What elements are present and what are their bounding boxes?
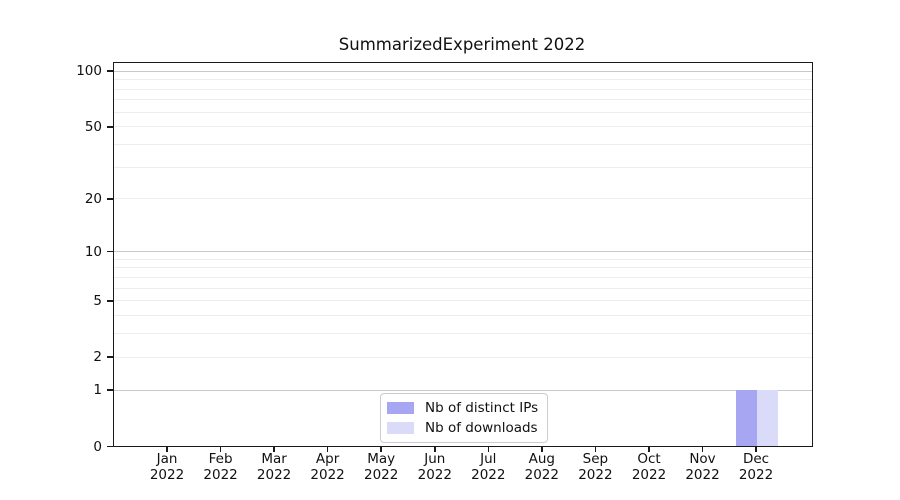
x-tick-year: 2022: [256, 466, 292, 483]
gridline-major: [114, 70, 812, 72]
gridline-minor: [114, 258, 812, 260]
x-tick-mark: [541, 446, 543, 452]
legend-label: Nb of downloads: [425, 420, 538, 436]
y-tick-label: 100: [76, 63, 102, 80]
x-tick-mark: [487, 446, 489, 452]
gridline-major: [114, 389, 812, 391]
x-tick-year: 2022: [417, 466, 452, 483]
x-tick-year: 2022: [738, 466, 774, 483]
y-tick-mark: [107, 70, 113, 72]
y-tick-label: 5: [93, 292, 102, 309]
x-tick-month: Mar: [261, 451, 287, 467]
bar-distinct-ips: [735, 389, 757, 446]
x-tick-mark: [701, 446, 704, 452]
y-tick-mark: [107, 389, 113, 391]
y-tick-label: 50: [84, 118, 102, 135]
y-tick-label: 10: [84, 243, 102, 260]
x-tick-month: Jun: [424, 451, 446, 467]
x-tick-label: Jan 2022: [135, 451, 199, 483]
gridline-minor: [114, 315, 812, 317]
x-tick-mark: [219, 446, 222, 452]
x-tick-year: 2022: [310, 466, 345, 483]
legend-row: Nb of distinct IPs: [387, 400, 538, 416]
gridline-minor: [114, 198, 812, 200]
gridline-minor: [114, 88, 812, 90]
x-tick-label: Apr 2022: [296, 451, 360, 483]
x-tick-month: Oct: [637, 451, 661, 467]
x-tick-year: 2022: [364, 466, 399, 483]
y-tick-mark: [107, 300, 113, 302]
gridline-minor: [114, 333, 812, 335]
x-tick-month: May: [367, 451, 396, 467]
x-tick-label: Jun 2022: [403, 451, 467, 483]
x-tick-label: May 2022: [349, 451, 413, 483]
chart-title: SummarizedExperiment 2022: [338, 35, 586, 54]
x-tick-mark: [755, 446, 757, 452]
x-tick-mark: [648, 446, 650, 452]
gridline-minor: [114, 111, 812, 113]
x-tick-month: Dec: [742, 451, 770, 467]
gridline-minor: [114, 267, 812, 269]
x-tick-month: Feb: [208, 451, 233, 467]
x-tick-month: Sep: [582, 451, 609, 467]
legend-label: Nb of distinct IPs: [425, 400, 539, 416]
bar-downloads: [757, 389, 779, 446]
gridline-minor: [114, 144, 812, 145]
x-tick-mark: [166, 446, 168, 452]
gridline-minor: [114, 79, 812, 81]
gridline-minor: [114, 126, 812, 128]
y-tick-mark: [107, 198, 113, 200]
x-tick-label: Oct 2022: [617, 451, 681, 483]
y-tick-mark: [107, 356, 113, 358]
x-tick-label: Aug 2022: [510, 451, 574, 483]
x-tick-mark: [594, 446, 597, 452]
legend-row: Nb of downloads: [387, 420, 538, 436]
x-tick-mark: [326, 446, 329, 452]
x-tick-month: Apr: [315, 451, 340, 467]
x-tick-label: Sep 2022: [563, 451, 627, 483]
x-tick-year: 2022: [631, 466, 667, 483]
y-tick-label: 1: [93, 382, 102, 399]
gridline-minor: [114, 166, 812, 168]
legend-swatch-icon: [387, 422, 414, 434]
gridline-minor: [114, 276, 812, 278]
gridline-major: [114, 251, 812, 252]
x-tick-year: 2022: [149, 466, 185, 483]
x-tick-mark: [380, 446, 382, 452]
x-tick-label: Jul 2022: [456, 451, 520, 483]
x-tick-year: 2022: [685, 466, 720, 483]
x-tick-year: 2022: [524, 466, 559, 483]
gridline-minor: [114, 356, 812, 358]
legend-swatch-icon: [387, 402, 414, 414]
legend: Nb of distinct IPs Nb of downloads: [380, 393, 549, 443]
y-tick-mark: [107, 126, 113, 128]
y-tick-label: 2: [93, 349, 102, 366]
x-tick-label: Dec 2022: [724, 451, 788, 483]
x-tick-month: Jan: [156, 451, 178, 467]
plot-area: Nb of distinct IPs Nb of downloads: [113, 62, 813, 447]
x-tick-year: 2022: [471, 466, 506, 483]
y-tick-mark: [107, 250, 113, 253]
y-tick-label: 20: [84, 190, 102, 207]
gridline-minor: [114, 300, 812, 302]
x-tick-month: Aug: [528, 451, 555, 467]
x-tick-mark: [273, 446, 275, 452]
gridline-minor: [114, 287, 812, 289]
y-tick-mark: [107, 445, 113, 448]
x-tick-label: Feb 2022: [189, 451, 253, 483]
x-tick-label: Mar 2022: [242, 451, 306, 483]
x-tick-year: 2022: [578, 466, 613, 483]
x-tick-label: Nov 2022: [671, 451, 735, 483]
gridline-minor: [114, 99, 812, 101]
x-tick-mark: [434, 446, 436, 452]
x-tick-month: Jul: [480, 451, 497, 467]
y-tick-label: 0: [93, 438, 102, 455]
x-tick-month: Nov: [689, 451, 716, 467]
x-tick-year: 2022: [203, 466, 238, 483]
